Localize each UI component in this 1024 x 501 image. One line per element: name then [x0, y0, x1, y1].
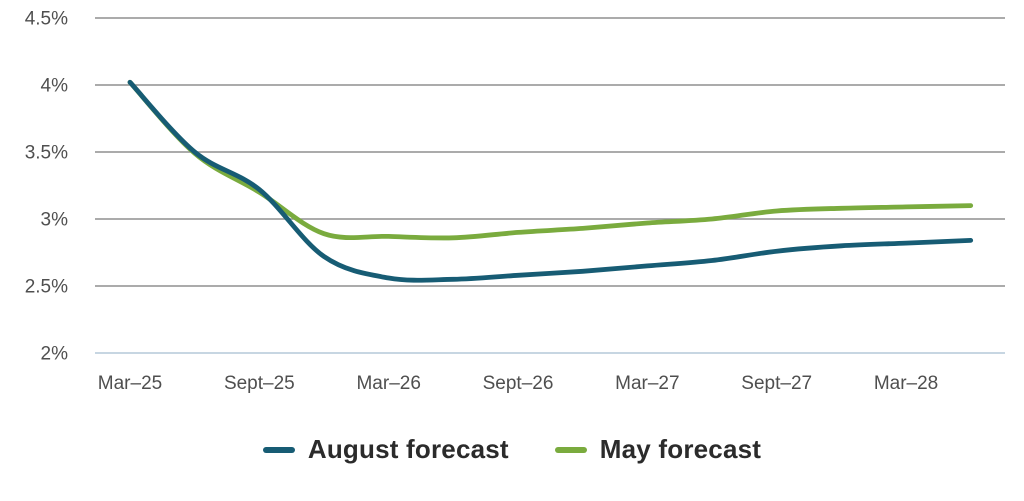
y-axis-tick-label-4-5: 4.5% — [25, 9, 68, 30]
x-axis-tick-label-mar-28: Mar–28 — [874, 373, 938, 394]
legend-swatch-august-forecast — [262, 446, 295, 453]
legend-item-may-forecast: May forecast — [554, 434, 762, 465]
y-axis-tick-label-3: 3% — [41, 210, 69, 231]
series-line-august-forecast — [127, 79, 974, 283]
legend-item-august-forecast: August forecast — [262, 434, 509, 465]
legend-swatch-may-forecast — [554, 446, 587, 453]
chart-legend: August forecast May forecast — [0, 434, 1024, 465]
x-axis-tick-label-mar-26: Mar–26 — [356, 373, 420, 394]
y-axis-tick-label-2: 2% — [41, 344, 69, 365]
x-axis-tick-label-sept-25: Sept–25 — [224, 373, 295, 394]
x-axis-tick-label-sept-26: Sept–26 — [483, 373, 554, 394]
series-line-may-forecast — [127, 79, 974, 241]
y-axis-tick-label-3-5: 3.5% — [25, 143, 68, 164]
x-axis-tick-label-mar-27: Mar–27 — [615, 373, 679, 394]
chart-plot-area: 4.5% 4% 3.5% 3% 2.5% 2% Mar–25 Sept–25 Mar–26 Sep… — [25, 9, 1005, 394]
y-axis-tick-label-2-5: 2.5% — [25, 277, 68, 298]
legend-label-august-forecast: August forecast — [307, 434, 509, 464]
x-axis-tick-label-mar-25: Mar–25 — [98, 373, 162, 394]
y-axis-tick-label-4: 4% — [41, 76, 69, 97]
legend-label-may-forecast: May forecast — [599, 434, 762, 464]
x-axis-tick-label-sept-27: Sept–27 — [741, 373, 812, 394]
